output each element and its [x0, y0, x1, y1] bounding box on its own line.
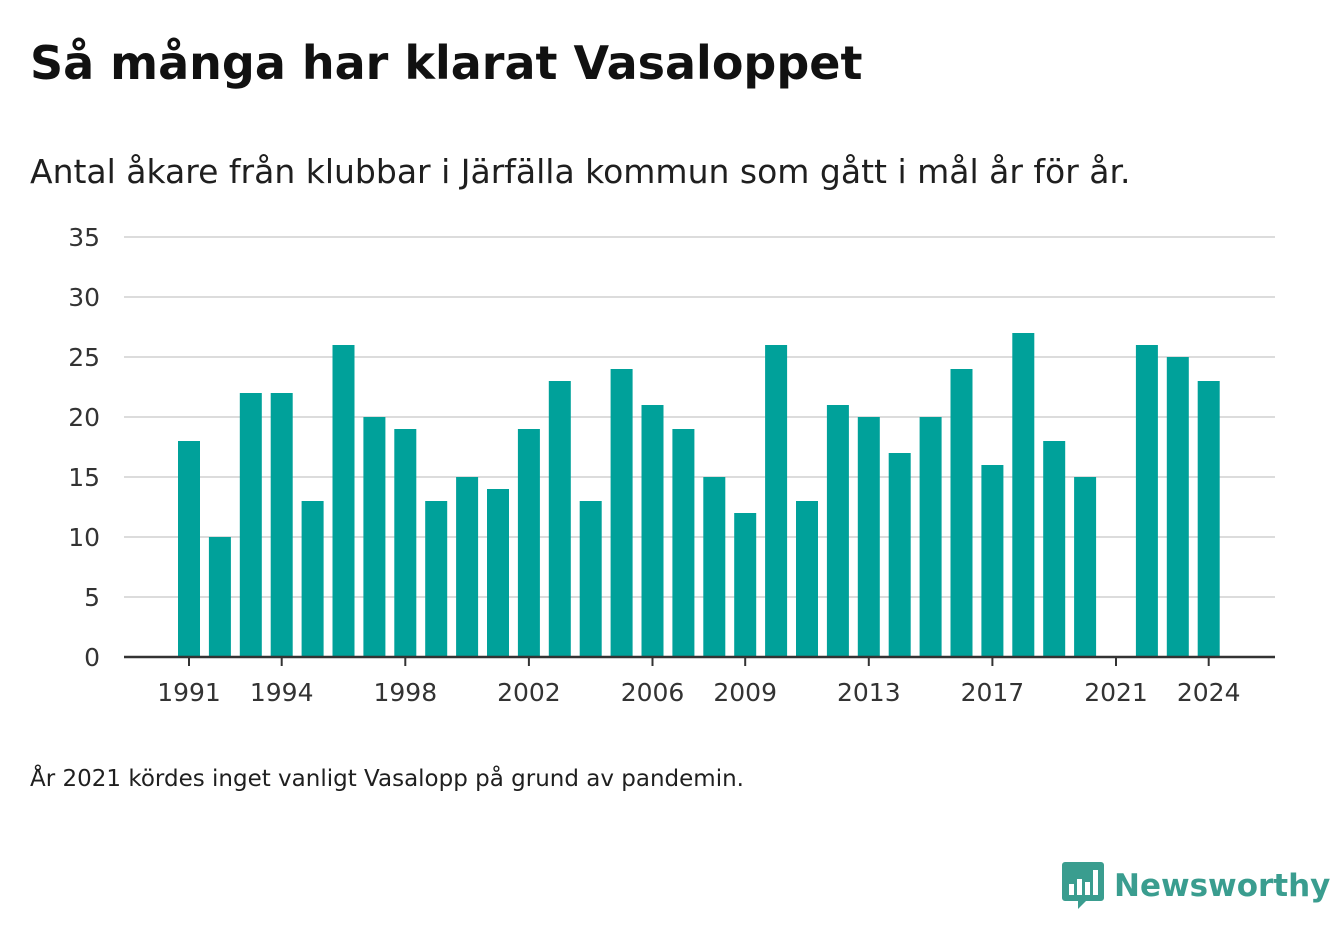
bar [765, 345, 788, 657]
bar [888, 453, 911, 657]
y-tick-label: 0 [84, 643, 100, 672]
chart-subtitle: Antal åkare från klubbar i Järfälla komm… [30, 152, 1131, 191]
bar [703, 477, 726, 657]
bar [1012, 333, 1035, 657]
bar [208, 537, 231, 657]
bar-chart-speech-bubble-icon [1062, 862, 1104, 909]
bar [548, 381, 571, 657]
bar [796, 501, 818, 657]
bar [239, 393, 262, 657]
x-tick-label: 2006 [621, 678, 685, 707]
bar [332, 345, 355, 657]
bar [1197, 381, 1220, 657]
y-tick-label: 5 [84, 583, 100, 612]
x-tick-label: 2013 [837, 678, 901, 707]
bar [826, 405, 849, 657]
bar [672, 429, 695, 657]
bar [950, 369, 973, 657]
y-tick-label: 30 [68, 283, 100, 312]
bar [270, 393, 293, 657]
bar [641, 405, 664, 657]
bar [734, 513, 757, 657]
bar [1043, 441, 1066, 657]
bar [919, 417, 942, 657]
bar [1074, 477, 1097, 657]
x-tick-label: 2002 [497, 678, 561, 707]
x-tick-label: 1991 [157, 678, 221, 707]
bar [487, 489, 509, 657]
bar [857, 417, 880, 657]
chart-title: Så många har klarat Vasaloppet [30, 36, 863, 90]
bar [301, 501, 324, 657]
y-tick-label: 35 [68, 223, 100, 252]
y-tick-label: 25 [68, 343, 100, 372]
bar [363, 417, 386, 657]
bar [1166, 357, 1189, 657]
x-tick-label: 1994 [250, 678, 314, 707]
bar [517, 429, 540, 657]
x-tick-label: 2021 [1084, 678, 1148, 707]
x-tick-label: 2017 [961, 678, 1025, 707]
footnote: År 2021 kördes inget vanligt Vasalopp på… [30, 766, 744, 792]
bar [610, 369, 633, 657]
y-tick-label: 15 [68, 463, 100, 492]
bar-chart: 0 5 10 15 20 25 30 35 1991 1994 1998 2002 2006 2009 20… [68, 223, 1275, 707]
y-tick-label: 20 [68, 403, 100, 432]
bar [178, 441, 200, 657]
bar [394, 429, 417, 657]
brand-name: Newsworthy [1114, 868, 1331, 904]
x-tick-label: 1998 [373, 678, 437, 707]
bar [981, 465, 1004, 657]
x-tick-label: 2009 [713, 678, 777, 707]
y-tick-label: 10 [68, 523, 100, 552]
brand-logo: Newsworthy [1062, 862, 1330, 910]
bar [456, 477, 479, 657]
bar [1135, 345, 1158, 657]
bar [579, 501, 602, 657]
x-tick-label: 2024 [1177, 678, 1241, 707]
bar [425, 501, 448, 657]
